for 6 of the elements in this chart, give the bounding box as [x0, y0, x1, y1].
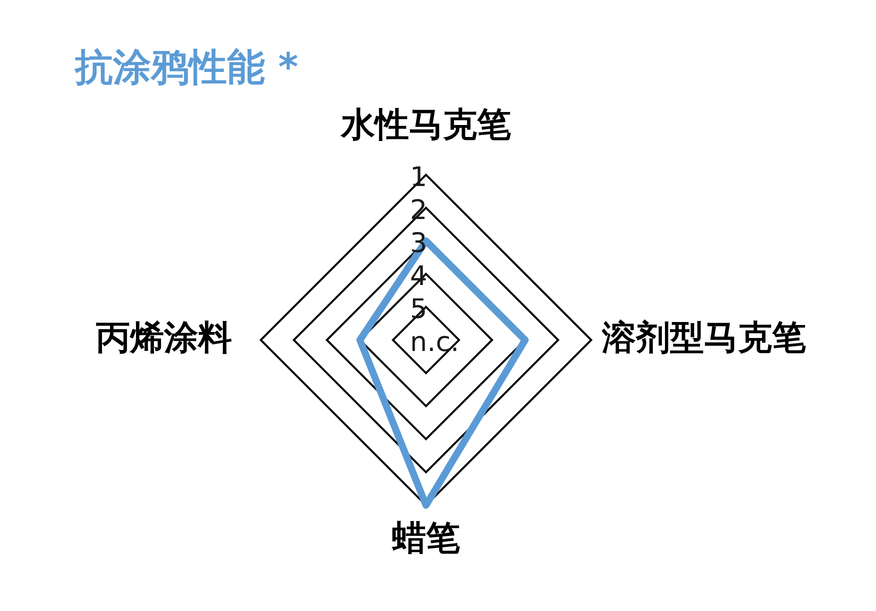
spoke-label: 水性马克笔 — [340, 105, 511, 146]
chart-title: 抗涂鸦性能 * — [75, 45, 298, 91]
spoke-label: 蜡笔 — [391, 518, 460, 558]
spoke-label: 溶剂型马克笔 — [601, 318, 806, 358]
spoke-label: 丙烯涂料 — [94, 318, 232, 358]
y-tick-label: n.c. — [410, 327, 460, 358]
